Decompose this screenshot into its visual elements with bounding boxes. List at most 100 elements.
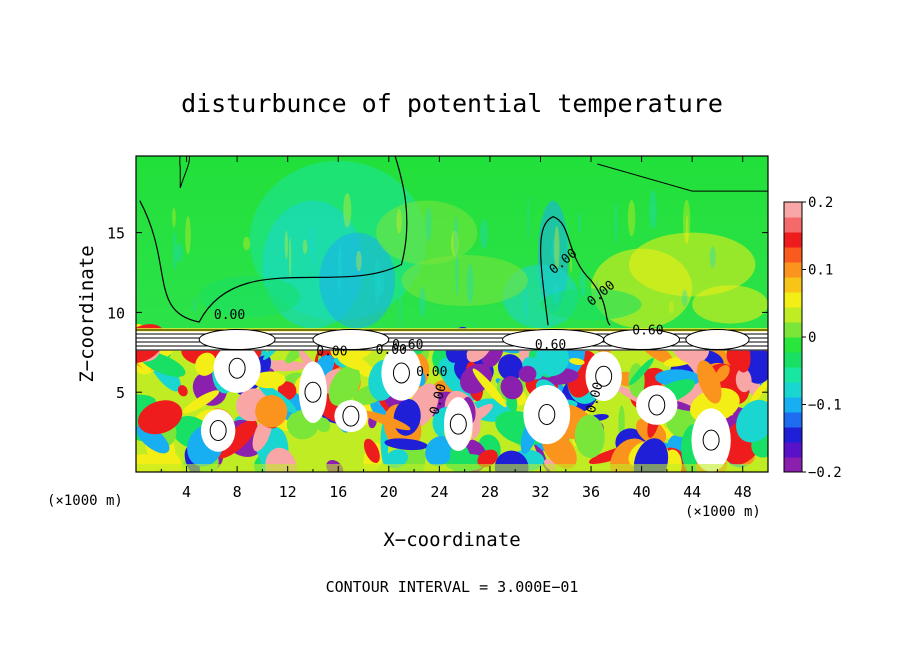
x-tick-label: 32 — [531, 483, 549, 501]
x-axis-label: X−coordinate — [383, 529, 520, 551]
colorbar-segment — [784, 322, 802, 338]
inversion-dome — [685, 329, 750, 351]
eddy-patch — [569, 357, 585, 366]
disturbance-streak — [614, 201, 618, 244]
disturbance-streak — [527, 195, 530, 240]
eddy-patch — [477, 449, 498, 468]
eddy-core — [585, 351, 622, 402]
eddy-patch — [736, 399, 768, 443]
eddy-contour — [538, 404, 556, 426]
colorbar-tick-label: 0 — [808, 330, 816, 346]
disturbance-blob — [540, 288, 642, 321]
disturbance-streak — [343, 192, 352, 228]
disturbance-streak — [337, 249, 342, 296]
x-axis-unit-left: (×1000 m) — [47, 493, 123, 509]
colorbar-segment — [784, 232, 802, 248]
disturbance-streak — [288, 237, 292, 278]
colorbar-segment — [784, 382, 802, 398]
colorbar-segment — [784, 442, 802, 458]
colorbar-segment — [784, 457, 802, 473]
disturbance-streak — [396, 208, 402, 234]
colorbar-segment — [784, 397, 802, 413]
disturbance-streak — [681, 289, 688, 307]
eddy-patch — [177, 385, 188, 397]
eddy-patch — [633, 438, 669, 472]
disturbance-blob — [628, 232, 756, 297]
contour-label: 0.00 — [316, 344, 347, 359]
inversion-layer — [136, 328, 768, 351]
disturbance-streak — [302, 239, 308, 255]
x-tick-label: 40 — [633, 483, 651, 501]
disturbance-streak — [338, 240, 342, 279]
eddy-patch — [182, 390, 220, 414]
contour-label: 0.60 — [392, 338, 423, 353]
eddy-contour — [342, 405, 360, 427]
contour-label: 0.60 — [535, 338, 566, 353]
contour-line — [179, 156, 191, 189]
colorbar-segment — [784, 292, 802, 308]
colorbar-segment — [784, 307, 802, 323]
plot-frame — [135, 155, 769, 473]
eddy-contour — [228, 357, 246, 379]
colorbar-ticks: 0.2 0.1 0 −0.1 −0.2 — [802, 195, 842, 481]
eddy-patch — [574, 414, 605, 459]
plot-area: 0.000.000.000.000.60 0.600.600.000.000.00… — [136, 156, 768, 472]
disturbance-streak — [173, 232, 177, 271]
disturbance-streak — [374, 259, 381, 305]
eddy-patch — [137, 400, 183, 435]
eddy-patch — [629, 357, 654, 386]
disturbance-streak — [175, 243, 184, 263]
x-tick-label: 16 — [329, 483, 347, 501]
eddy-patch — [195, 352, 217, 376]
inversion-dome — [312, 329, 390, 351]
eddy-patch — [316, 417, 331, 433]
x-tick-label: 36 — [582, 483, 600, 501]
contour-line — [597, 163, 768, 192]
colorbar-segment — [784, 412, 802, 428]
eddy-patch — [252, 371, 286, 389]
eddy-patch — [425, 435, 454, 466]
eddy-contour — [702, 429, 720, 451]
disturbance-streak — [284, 230, 289, 260]
eddy-patch — [749, 381, 768, 405]
chart-title: disturbunce of potential temperature — [181, 89, 723, 118]
colorbar-segment — [784, 277, 802, 293]
ground-band — [136, 464, 768, 472]
disturbance-streak — [419, 286, 426, 318]
x-tick-label: 8 — [233, 483, 242, 501]
disturbance-streak — [242, 236, 251, 251]
disturbance-streak — [709, 246, 716, 269]
eddy-patch — [255, 395, 288, 428]
eddy-patch — [337, 354, 370, 371]
disturbance-streak — [450, 230, 459, 257]
colorbar-segment — [784, 247, 802, 263]
colorbar — [784, 202, 802, 473]
eddy-contour — [648, 394, 666, 416]
disturbance-streak — [554, 226, 560, 271]
eddy-patch — [384, 438, 428, 451]
inversion-dome — [198, 329, 276, 351]
disturbance-streak — [627, 199, 636, 237]
x-axis-ticks: 4 8 12 16 20 24 28 32 36 40 44 48 — [160, 156, 752, 501]
disturbance-streak — [308, 225, 316, 253]
disturbance-blob — [319, 232, 396, 329]
eddy-core — [200, 409, 236, 452]
eddy-contour — [595, 365, 613, 387]
colorbar-tick-label: 0.2 — [808, 195, 833, 211]
x-tick-label: 4 — [182, 483, 191, 501]
disturbance-streak — [398, 279, 402, 328]
disturbance-blob — [199, 275, 301, 318]
disturbance-streak — [356, 250, 362, 272]
eddy-patch — [362, 410, 411, 431]
disturbance-streak — [172, 207, 176, 228]
eddy-core — [334, 400, 368, 433]
disturbance-streak — [578, 211, 581, 234]
eddy-contour — [304, 381, 322, 403]
disturbance-blob — [692, 285, 768, 324]
colorbar-tick-label: 0.1 — [808, 263, 833, 279]
eddy-patch — [384, 449, 409, 468]
eddy-patch — [735, 368, 752, 393]
disturbance-streak — [551, 238, 559, 260]
disturbance-streak — [311, 242, 316, 267]
colorbar-segment — [784, 427, 802, 443]
